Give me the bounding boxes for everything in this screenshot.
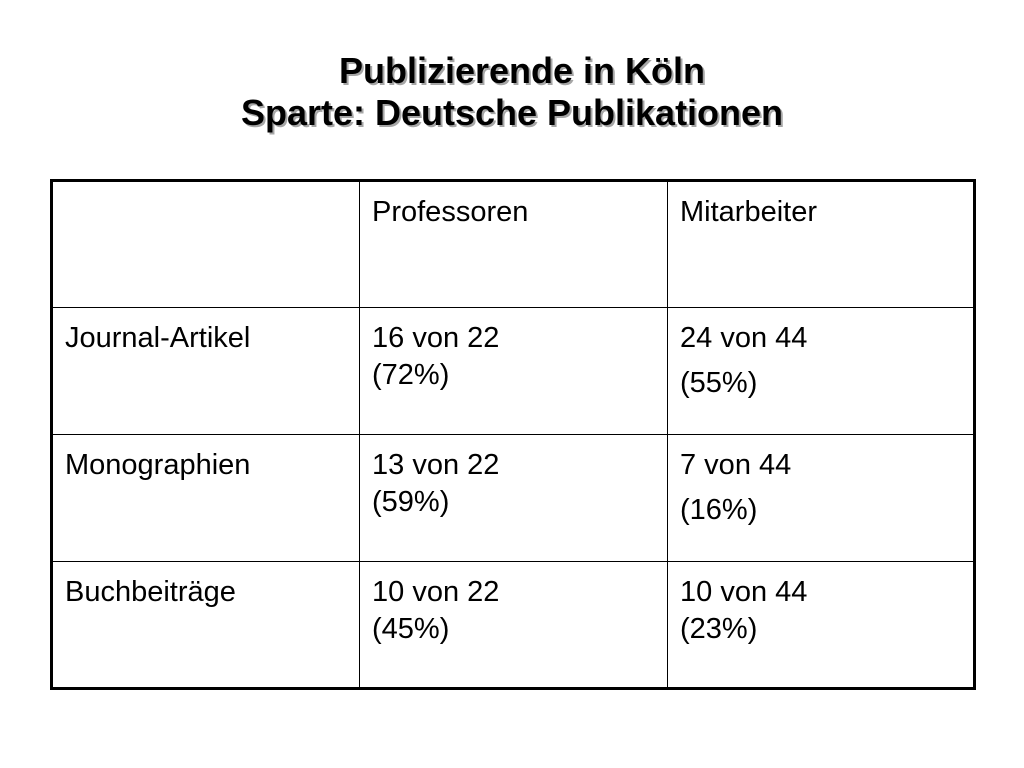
cell-mitarbeiter: 10 von 44 (23%)	[667, 561, 975, 689]
slide-title: Publizierende in Köln Sparte: Deutsche P…	[0, 50, 1024, 134]
professoren-count: 13 von 22	[372, 449, 500, 481]
row-label: Journal-Artikel	[51, 307, 360, 435]
professoren-percent: (59%)	[372, 486, 450, 518]
header-cell-mitarbeiter: Mitarbeiter	[667, 180, 975, 308]
table-row: Monographien 13 von 22 (59%) 7 von 44 (1…	[51, 434, 975, 562]
mitarbeiter-count: 24 von 44	[680, 322, 808, 354]
cell-mitarbeiter: 7 von 44 (16%)	[667, 434, 975, 562]
mitarbeiter-count: 7 von 44	[680, 449, 792, 481]
table-row: Buchbeiträge 10 von 22 (45%) 10 von 44 (…	[51, 561, 975, 689]
header-cell-professoren: Professoren	[359, 180, 668, 308]
row-label: Monographien	[51, 434, 360, 562]
professoren-percent: (72%)	[372, 359, 450, 391]
mitarbeiter-percent: (55%)	[680, 367, 758, 399]
table-row: Journal-Artikel 16 von 22 (72%) 24 von 4…	[51, 307, 975, 435]
title-line-1: Publizierende in Köln	[338, 50, 706, 91]
table-header-row: Professoren Mitarbeiter	[51, 180, 975, 308]
title-line-2: Sparte: Deutsche Publikationen	[240, 92, 784, 133]
publication-table: Professoren Mitarbeiter Journal-Artikel …	[50, 179, 976, 690]
professoren-count: 10 von 22	[372, 576, 500, 608]
mitarbeiter-percent: (16%)	[680, 494, 758, 526]
cell-professoren: 16 von 22 (72%)	[359, 307, 668, 435]
cell-mitarbeiter: 24 von 44 (55%)	[667, 307, 975, 435]
cell-professoren: 13 von 22 (59%)	[359, 434, 668, 562]
mitarbeiter-percent: (23%)	[680, 613, 758, 645]
professoren-count: 16 von 22	[372, 322, 500, 354]
row-label: Buchbeiträge	[51, 561, 360, 689]
header-cell-empty	[51, 180, 360, 308]
mitarbeiter-count: 10 von 44	[680, 576, 808, 608]
cell-professoren: 10 von 22 (45%)	[359, 561, 668, 689]
professoren-percent: (45%)	[372, 613, 450, 645]
